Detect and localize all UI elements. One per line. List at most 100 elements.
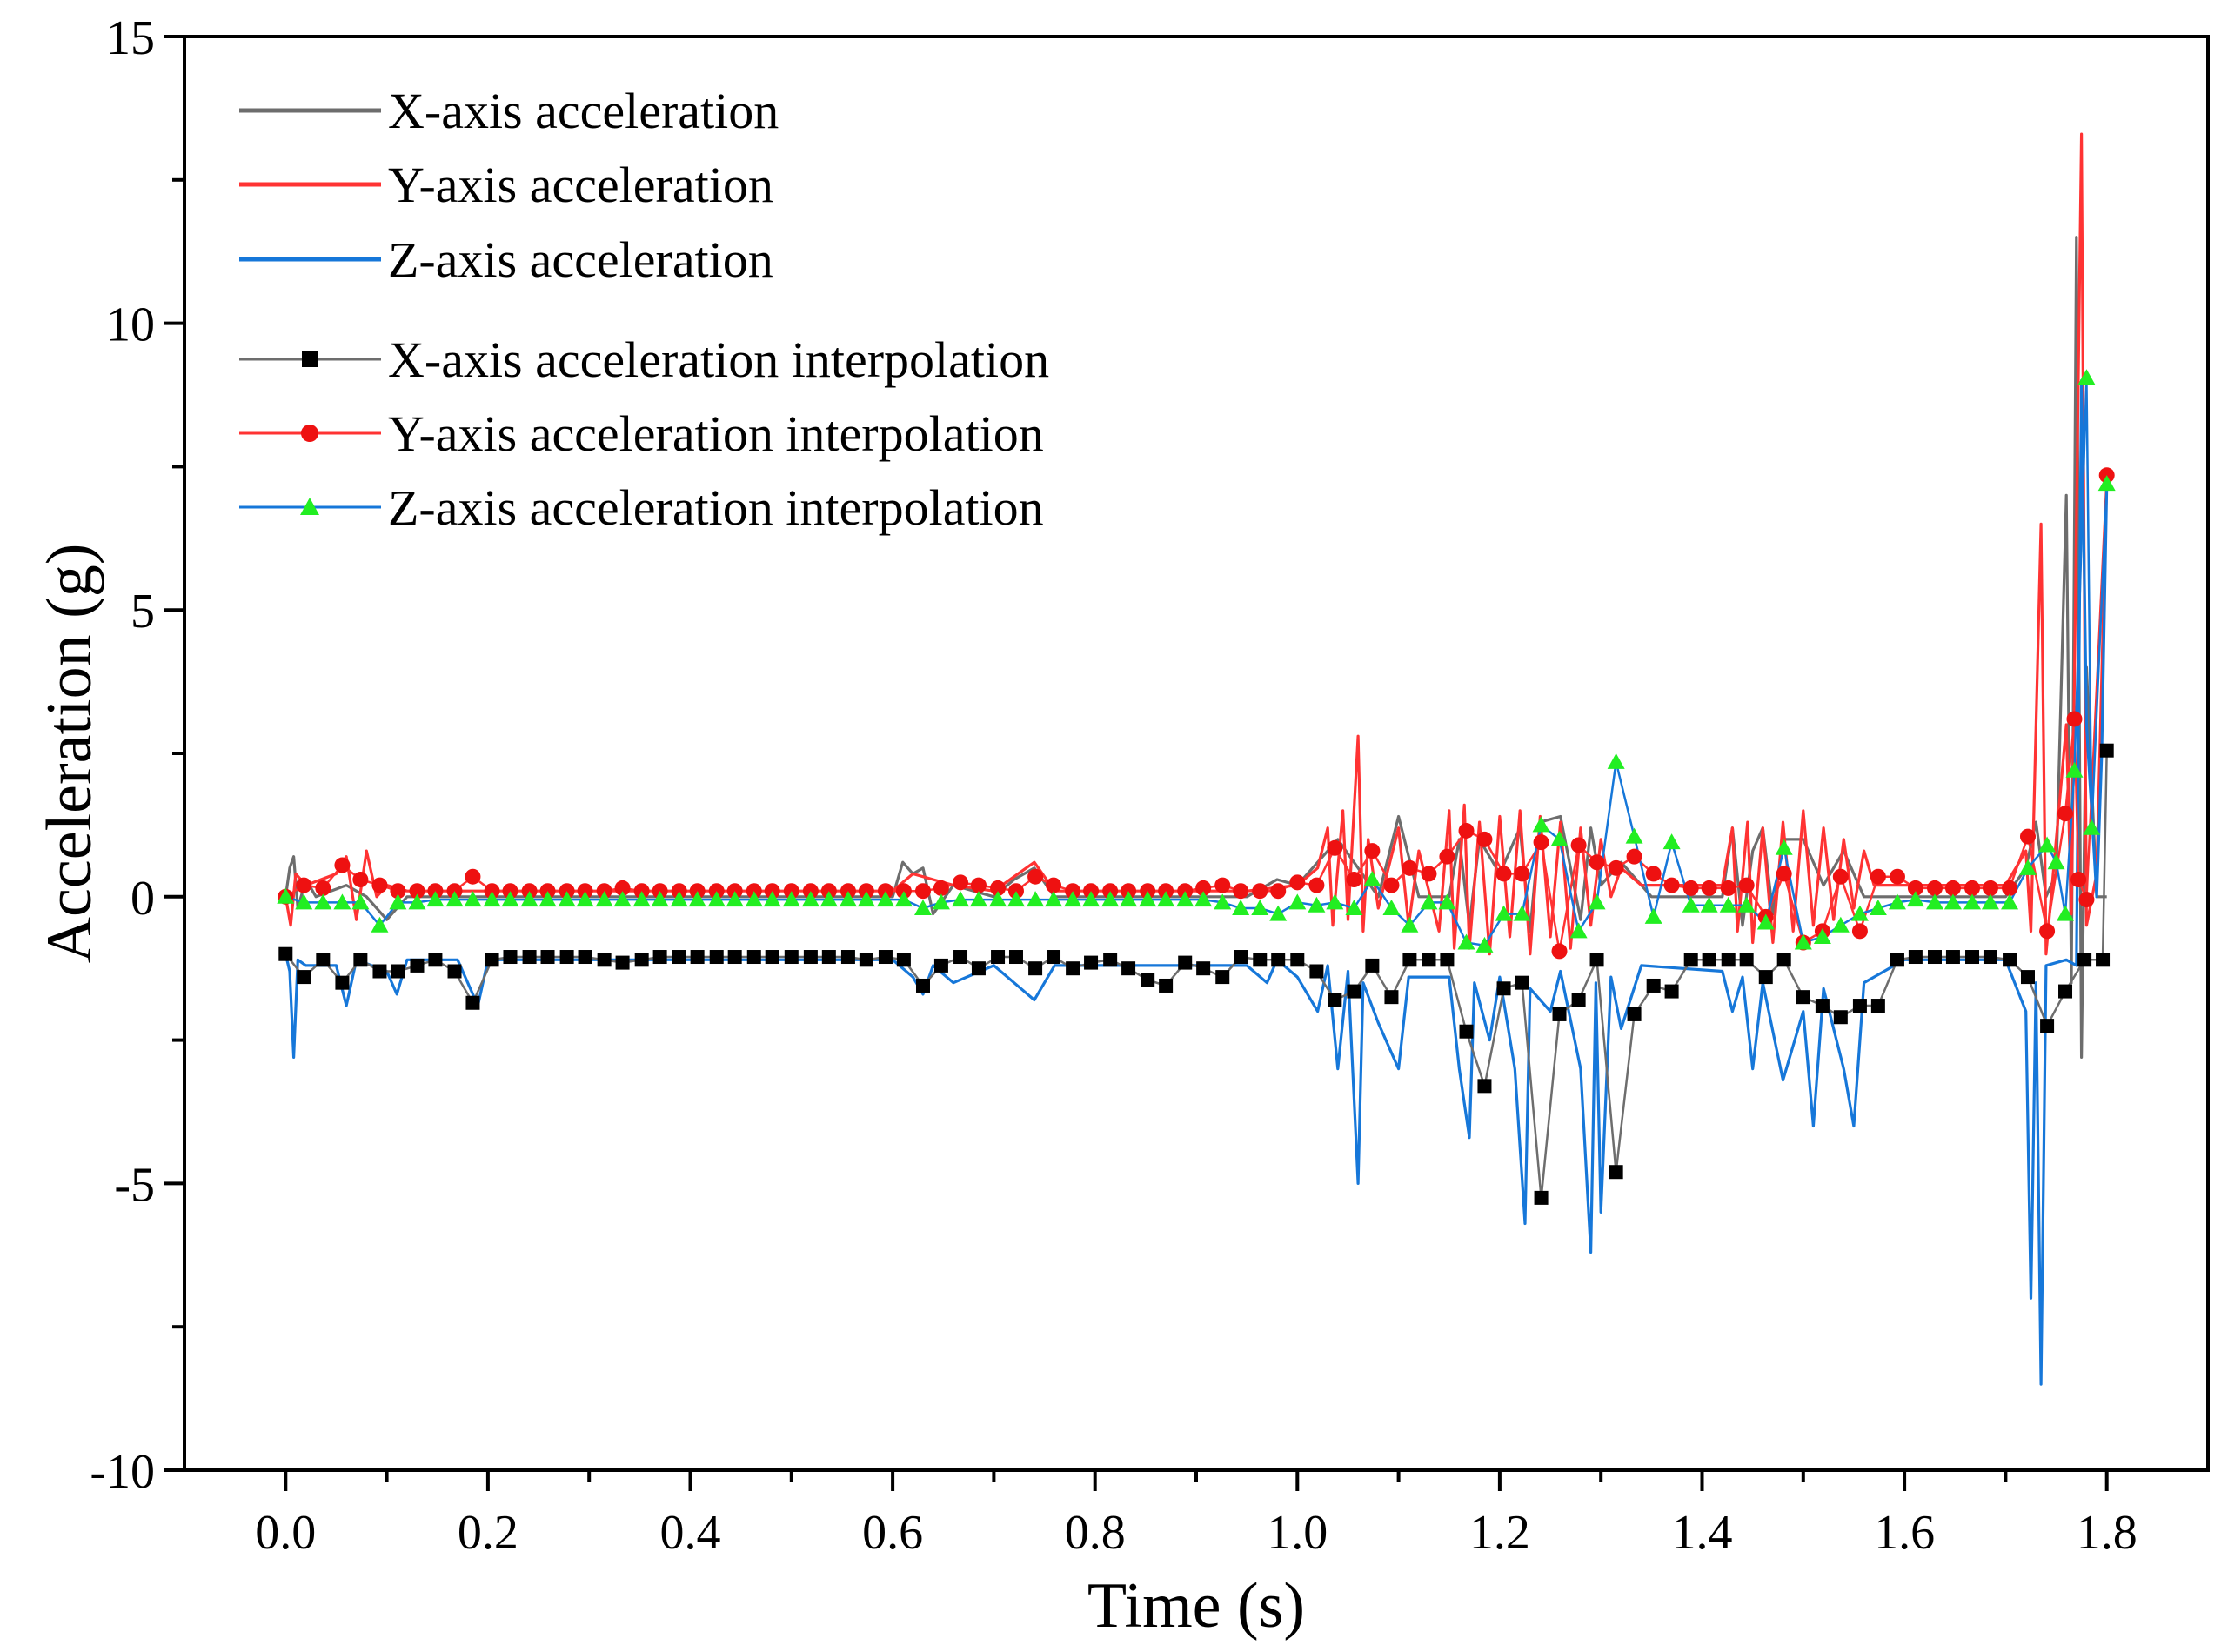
triangle-marker <box>763 891 781 907</box>
square-marker <box>1477 1079 1492 1094</box>
square-marker <box>1664 984 1679 999</box>
triangle-marker <box>2038 836 2057 853</box>
square-marker <box>878 950 893 965</box>
circle-marker <box>1270 883 1287 900</box>
triangle-marker <box>1495 905 1513 921</box>
square-marker <box>1776 953 1791 967</box>
triangle-marker <box>314 893 332 910</box>
square-marker <box>840 950 855 965</box>
square-marker <box>1066 961 1080 976</box>
circle-marker <box>1421 866 1437 882</box>
circle-marker <box>1907 880 1923 896</box>
circle-marker <box>933 880 949 896</box>
x-axis-title: Time (s) <box>1087 1570 1305 1642</box>
square-marker <box>1496 981 1511 996</box>
square-marker <box>1870 999 1885 1013</box>
circle-marker <box>371 877 388 893</box>
square-marker <box>540 950 555 965</box>
square-marker <box>859 953 873 967</box>
square-marker <box>335 975 350 990</box>
square-marker <box>2020 970 2035 985</box>
circle-marker <box>2066 711 2083 727</box>
triangle-marker <box>632 891 651 907</box>
triangle-marker <box>1288 893 1307 910</box>
triangle-marker <box>1420 893 1438 910</box>
x-tick-label: 0.4 <box>660 1506 721 1560</box>
triangle-marker <box>1232 899 1250 915</box>
square-marker <box>2099 743 2114 758</box>
square-marker <box>465 995 480 1010</box>
triangle-marker <box>1775 839 1793 855</box>
circle-marker <box>1533 834 1549 851</box>
square-marker <box>1253 953 1268 967</box>
triangle-marker <box>1644 907 1662 924</box>
square-marker <box>353 953 368 967</box>
circle-marker <box>2070 872 2087 888</box>
triangle-marker <box>371 916 389 933</box>
square-marker <box>746 950 761 965</box>
y-axis-title: Acceleration (g) <box>34 544 105 964</box>
circle-marker <box>1682 880 1699 896</box>
legend-label: Y-axis acceleration <box>388 157 773 213</box>
circle-marker <box>409 883 425 900</box>
triangle-marker <box>1120 891 1138 907</box>
series-line-4 <box>284 750 2108 1200</box>
circle-marker <box>1738 877 1755 893</box>
circle-marker <box>1458 822 1475 839</box>
square-marker <box>1702 953 1716 967</box>
triangle-marker <box>1850 905 1869 921</box>
triangle-marker <box>1794 933 1812 950</box>
square-marker <box>447 964 462 979</box>
triangle-marker <box>2018 859 2037 875</box>
square-marker <box>1739 953 1754 967</box>
square-marker <box>1534 1190 1549 1205</box>
legend-label: Z-axis acceleration interpolation <box>388 479 1044 536</box>
square-marker <box>709 950 724 965</box>
square-marker <box>1328 993 1342 1007</box>
triangle-marker <box>1719 896 1737 913</box>
square-marker <box>1084 955 1099 970</box>
square-marker <box>1422 953 1436 967</box>
triangle-marker <box>1550 830 1569 846</box>
x-tick-label: 0.0 <box>255 1506 316 1560</box>
circle-marker <box>465 868 481 885</box>
triangle-marker <box>1345 899 1363 915</box>
circle-marker <box>1776 866 1792 882</box>
square-marker <box>1908 950 1923 965</box>
square-marker <box>1047 950 1061 965</box>
circle-marker <box>2078 892 2095 908</box>
triangle-marker <box>1438 893 1456 910</box>
triangle-marker <box>595 891 613 907</box>
circle-marker <box>1645 866 1662 882</box>
triangle-marker <box>651 891 669 907</box>
circle-marker <box>2002 880 2018 896</box>
circle-marker <box>614 880 631 896</box>
square-marker <box>2003 953 2017 967</box>
square-marker <box>1103 953 1118 967</box>
square-marker <box>690 950 705 965</box>
triangle-marker <box>558 891 576 907</box>
square-marker <box>634 953 649 967</box>
triangle-marker <box>1045 891 1063 907</box>
triangle-marker <box>1139 891 1157 907</box>
triangle-marker <box>1682 896 1700 913</box>
square-marker <box>316 953 331 967</box>
square-marker <box>410 958 425 973</box>
circle-marker <box>1570 837 1587 853</box>
square-marker <box>1627 1007 1642 1021</box>
square-marker <box>1402 953 1417 967</box>
circle-marker <box>1233 883 1249 900</box>
circle-marker <box>1195 880 1212 896</box>
square-marker <box>1178 955 1193 970</box>
triangle-marker <box>408 893 426 910</box>
triangle-marker <box>501 891 519 907</box>
triangle-marker <box>1157 891 1175 907</box>
circle-marker <box>1289 874 1306 891</box>
triangle-marker <box>782 891 800 907</box>
triangle-marker <box>857 891 875 907</box>
square-marker <box>1141 973 1155 987</box>
legend: X-axis acceleration Y-axis acceleration Z-… <box>239 83 1049 536</box>
square-marker <box>953 950 968 965</box>
circle-marker <box>2039 923 2056 940</box>
square-marker <box>1796 990 1810 1005</box>
